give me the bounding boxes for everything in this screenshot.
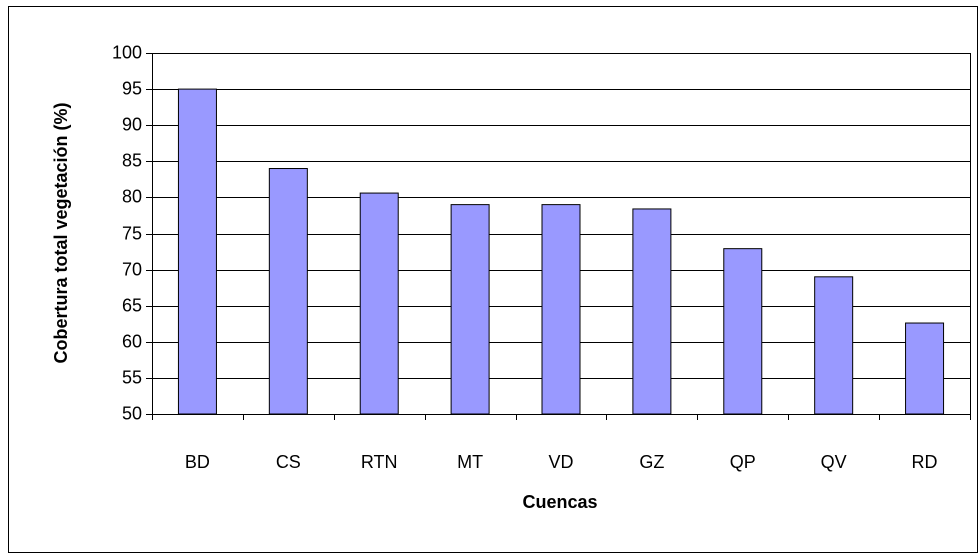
y-tick-label: 55 [122, 367, 142, 387]
y-tick-label: 65 [122, 295, 142, 315]
bar [177, 88, 217, 415]
x-tick-label: BD [185, 452, 210, 472]
y-tick-label: 100 [112, 42, 142, 62]
x-tick-label: RTN [361, 452, 398, 472]
x-tick-label: RD [912, 452, 938, 472]
y-tick-label: 80 [122, 186, 142, 206]
bar [541, 204, 581, 415]
y-tick-label: 70 [122, 259, 142, 279]
bar [814, 276, 854, 415]
y-tick-label: 60 [122, 331, 142, 351]
x-axis-label: Cuencas [522, 492, 597, 512]
y-tick-label: 50 [122, 403, 142, 423]
y-tick-label: 95 [122, 78, 142, 98]
bar [450, 204, 490, 415]
y-axis-label: Cobertura total vegetación (%) [51, 102, 71, 363]
x-tick-label: QP [730, 452, 756, 472]
bar [905, 322, 945, 415]
bar [632, 208, 672, 415]
x-tick-label: GZ [639, 452, 664, 472]
x-tick-label: CS [276, 452, 301, 472]
x-tick-label: MT [457, 452, 483, 472]
bar [268, 168, 308, 415]
y-tick-label: 75 [122, 223, 142, 243]
x-tick-label: VD [548, 452, 573, 472]
bar [723, 248, 763, 415]
bar [359, 192, 399, 415]
y-tick-label: 90 [122, 114, 142, 134]
y-tick-label: 85 [122, 150, 142, 170]
x-tick-label: QV [821, 452, 847, 472]
